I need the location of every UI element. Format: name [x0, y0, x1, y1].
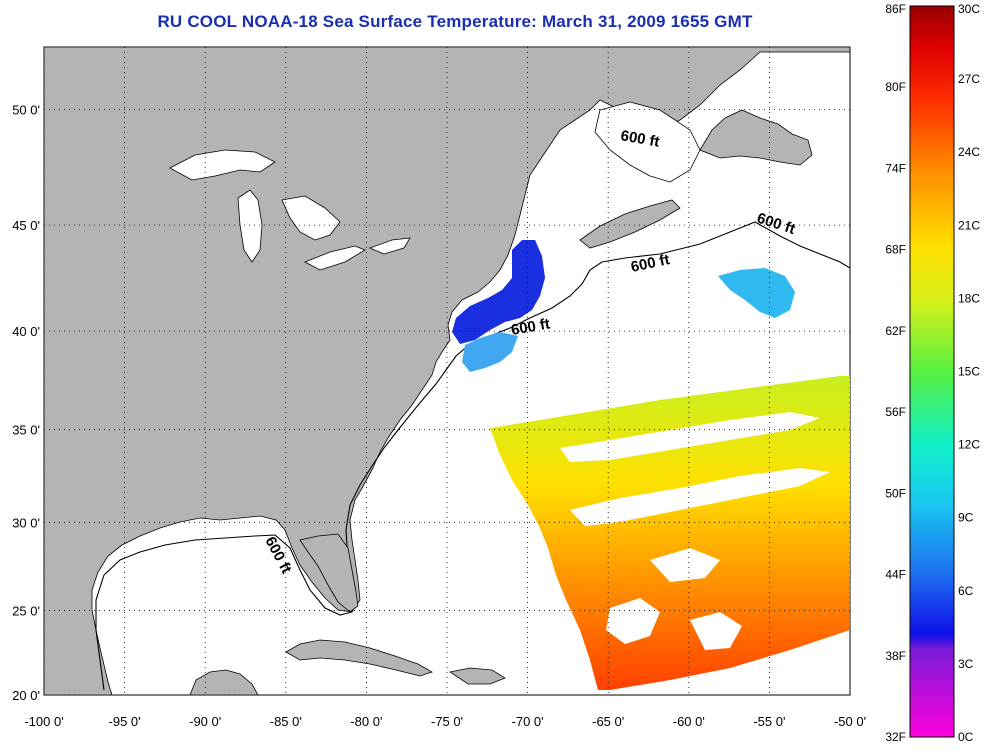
- colorbar-fahrenheit-label: 86F: [885, 2, 906, 16]
- colorbar-celsius-label: 30C: [958, 2, 980, 16]
- colorbar-celsius-label: 6C: [958, 584, 974, 598]
- colorbar-labels: 86F 80F 74F 68F 62F 56F 50F 44F 38F 32F 30C 27C 24C 2…: [885, 2, 980, 744]
- latitude-tick-label: 35 0': [12, 423, 40, 438]
- longitude-tick-label: -85 0': [270, 714, 302, 729]
- nova-scotia-land: [579, 199, 681, 249]
- contour-label-600ft-stlawrence: 600 ft: [619, 127, 661, 151]
- graticule-grid: [44, 47, 850, 695]
- shelf-contour-line: [95, 221, 850, 691]
- colorbar-fahrenheit-label: 68F: [885, 243, 906, 257]
- colorbar-celsius-label: 0C: [958, 730, 974, 744]
- longitude-tick-label: -75 0': [431, 714, 463, 729]
- colorbar-celsius-label: 15C: [958, 365, 980, 379]
- latitude-tick-label: 50 0': [12, 102, 40, 117]
- newfoundland-land: [699, 109, 813, 166]
- colorbar-celsius-label: 24C: [958, 145, 980, 159]
- contour-label-600ft-midatlantic: 600 ft: [510, 315, 552, 339]
- hispaniola-land: [448, 667, 506, 685]
- lake-huron: [281, 195, 341, 241]
- colorbar-celsius-label: 9C: [958, 511, 974, 525]
- colorbar-celsius-label: 12C: [958, 438, 980, 452]
- latitude-tick-label: 45 0': [12, 218, 40, 233]
- gulf-st-lawrence: [594, 101, 701, 183]
- lake-erie: [304, 245, 366, 271]
- longitude-tick-label: -50 0': [834, 714, 866, 729]
- colorbar-fahrenheit-label: 38F: [885, 649, 906, 663]
- colorbar-celsius-label: 27C: [958, 72, 980, 86]
- colorbar-fahrenheit-label: 50F: [885, 486, 906, 500]
- cloud-gap-5: [650, 548, 720, 582]
- longitude-tick-label: -70 0': [512, 714, 544, 729]
- sst-warm-eddy: [718, 268, 795, 318]
- cuba-land: [285, 639, 433, 677]
- lake-superior: [169, 149, 276, 181]
- cloud-gap-3: [606, 598, 660, 644]
- cloud-gap-4: [690, 612, 742, 650]
- longitude-tick-label: -55 0': [753, 714, 785, 729]
- colorbar-fahrenheit-label: 62F: [885, 324, 906, 338]
- colorbar-fahrenheit-label: 74F: [885, 161, 906, 175]
- longitude-tick-label: -90 0': [189, 714, 221, 729]
- sst-cool-mid-atlantic: [462, 332, 518, 372]
- latitude-tick-label: 25 0': [12, 603, 40, 618]
- colorbar-fahrenheit-label: 32F: [885, 730, 906, 744]
- cloud-gap-1: [560, 412, 820, 462]
- longitude-tick-label: -100 0': [24, 714, 63, 729]
- florida-land: [299, 533, 359, 613]
- longitude-tick-labels: -100 0' -95 0' -90 0' -85 0' -80 0' -75 0' -70…: [24, 714, 866, 729]
- longitude-tick-label: -60 0': [673, 714, 705, 729]
- latitude-tick-labels: 50 0' 45 0' 40 0' 35 0' 30 0' 25 0' 20 0': [12, 102, 40, 703]
- temperature-colorbar: [909, 5, 955, 738]
- yucatan-land: [189, 669, 259, 695]
- colorbar-celsius-label: 18C: [958, 291, 980, 305]
- colorbar-celsius-label: 21C: [958, 218, 980, 232]
- lake-michigan: [237, 189, 263, 263]
- latitude-tick-label: 20 0': [12, 688, 40, 703]
- colorbar-fahrenheit-label: 56F: [885, 405, 906, 419]
- colorbar-fahrenheit-label: 80F: [885, 80, 906, 94]
- map-title: RU COOL NOAA-18 Sea Surface Temperature:…: [157, 12, 753, 31]
- latitude-tick-label: 40 0': [12, 324, 40, 339]
- longitude-tick-label: -95 0': [109, 714, 141, 729]
- longitude-tick-label: -65 0': [592, 714, 624, 729]
- colorbar-celsius-label: 3C: [958, 657, 974, 671]
- cloud-gap-2: [570, 468, 830, 526]
- longitude-tick-label: -80 0': [350, 714, 382, 729]
- colorbar-fahrenheit-label: 44F: [885, 568, 906, 582]
- sst-cold-gulf-of-maine: [452, 240, 545, 344]
- latitude-tick-label: 30 0': [12, 515, 40, 530]
- lake-ontario: [368, 237, 411, 255]
